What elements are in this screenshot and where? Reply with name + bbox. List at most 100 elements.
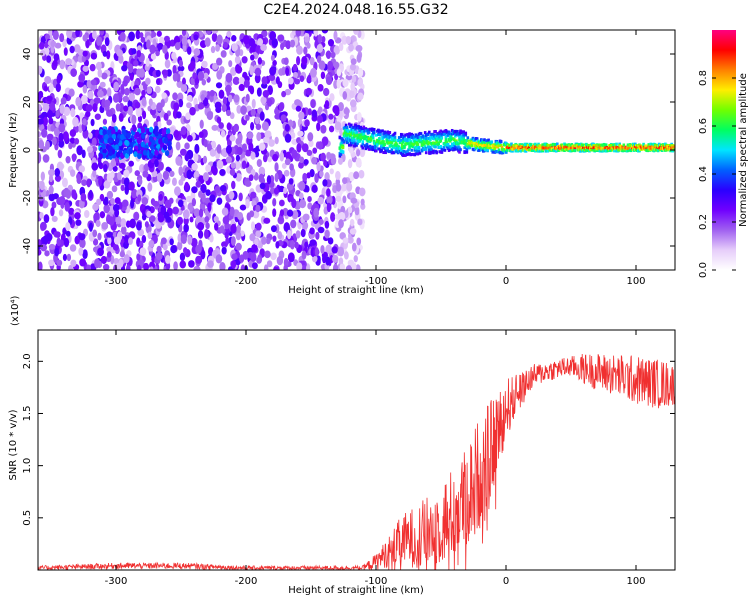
spectrogram-cell <box>216 144 222 154</box>
spectrogram-cell <box>48 259 55 267</box>
spectrogram-cell <box>338 211 346 221</box>
spectrogram-cell <box>274 136 279 145</box>
spectrogram-cell <box>357 136 360 140</box>
spectrogram-cell <box>241 56 248 64</box>
spectrogram-cell <box>264 130 272 138</box>
spectrogram-cell <box>321 30 329 34</box>
spectrogram-cell <box>485 139 488 143</box>
spectrogram-cell <box>437 132 440 136</box>
spectrogram-cell <box>383 142 386 146</box>
spectrogram-cell <box>148 126 154 133</box>
spectrogram-cell <box>147 231 153 240</box>
spectrogram-cell <box>449 135 453 139</box>
spectrogram-cell <box>419 140 423 144</box>
x-tick-label: 100 <box>626 276 645 287</box>
spectrogram-cell <box>409 144 412 148</box>
spectrogram-cell <box>177 199 184 208</box>
spectrogram-cell <box>513 146 516 150</box>
spectrogram-cell <box>250 169 256 177</box>
spectrogram-cell <box>296 45 303 55</box>
spectrogram-cell <box>115 151 121 158</box>
spectrogram-cell <box>185 195 193 203</box>
spectrogram-cell <box>351 141 354 145</box>
spectrogram-cell <box>390 140 394 144</box>
spectrogram-cell <box>505 150 508 154</box>
spectrogram-cell <box>671 149 674 153</box>
spectrogram-cell <box>162 44 168 54</box>
spectrogram-cell <box>257 38 264 46</box>
spectrogram-cell <box>216 57 223 66</box>
spectrogram-cell <box>349 138 352 142</box>
spectrogram-cell <box>97 232 102 241</box>
spectrogram-cell <box>581 146 585 150</box>
spectrogram-cell <box>68 207 75 215</box>
spectrogram-cell <box>69 137 76 144</box>
spectrogram-cell <box>155 69 161 77</box>
spectrogram-cell <box>656 149 660 153</box>
spectrogram-cell <box>93 97 101 104</box>
spectrogram-cell <box>210 165 216 174</box>
spectrogram-cell <box>443 148 447 152</box>
spectrogram-cell <box>481 147 484 151</box>
spectrogram-cell <box>128 92 136 102</box>
spectrogram-cell <box>479 144 482 148</box>
spectrogram-cell <box>401 142 404 146</box>
spectrogram-cell <box>475 145 479 149</box>
spectrogram-cell <box>195 255 203 264</box>
spectrogram-cell <box>416 134 420 138</box>
spectrogram-cell <box>235 173 242 182</box>
spectrogram-cell <box>360 134 364 138</box>
spectrogram-cell <box>231 253 238 261</box>
spectrogram-cell <box>429 145 432 149</box>
spectrogram-cell <box>369 135 373 139</box>
spectrogram-cell <box>209 148 217 157</box>
spectrogram-cell <box>350 197 358 204</box>
spectrogram-cell <box>277 34 285 42</box>
spectrogram-cell <box>465 149 469 153</box>
spectrogram-cell <box>342 237 349 244</box>
spectrogram-cell <box>166 119 172 126</box>
spectrogram-cell <box>408 146 411 150</box>
spectrogram-cell <box>114 144 119 151</box>
spectrogram-cell <box>111 185 118 193</box>
spectrogram-cell <box>97 247 104 257</box>
y-tick-label: 2.0 <box>22 353 33 369</box>
spectrogram-cell <box>292 30 297 37</box>
spectrogram-cell <box>121 199 129 208</box>
spectrogram-cell <box>446 142 450 146</box>
spectrogram-cell <box>351 75 357 83</box>
spectrogram-cell <box>254 67 262 77</box>
snr-line-series <box>38 353 675 570</box>
spectrogram-cell <box>379 129 382 133</box>
spectrogram-cell <box>202 172 209 182</box>
spectrogram-cell <box>142 170 149 178</box>
spectrogram-cell <box>277 231 283 240</box>
spectrogram-cell <box>527 146 531 150</box>
spectrogram-cell <box>307 196 312 203</box>
spectrogram-cell <box>328 125 335 133</box>
spectrogram-cell <box>344 210 349 219</box>
spectrogram-cell <box>224 231 229 239</box>
spectrogram-cell <box>325 256 331 266</box>
spectrogram-cell <box>94 113 101 120</box>
colorbar <box>712 30 736 270</box>
spectrogram-cell <box>350 132 353 136</box>
spectrogram-cell <box>38 103 42 111</box>
spectrogram-cell <box>186 46 192 55</box>
spectrogram-cell <box>395 143 399 147</box>
spectrogram-cell <box>375 133 378 137</box>
spectrogram-cell <box>378 137 381 141</box>
spectrogram-cell <box>432 141 435 145</box>
spectrogram-cell <box>377 132 380 136</box>
spectrogram-cell <box>220 50 227 58</box>
spectrogram-cell <box>308 139 314 148</box>
spectrogram-cell <box>349 90 355 99</box>
spectrogram-cell <box>352 125 355 129</box>
spectrogram-cell <box>122 79 128 87</box>
spectrogram-cell <box>82 84 88 94</box>
spectrogram-cell <box>68 142 73 150</box>
spectrogram-cell <box>167 133 172 140</box>
spectrogram-cell <box>91 137 97 146</box>
spectrogram-cell <box>349 218 355 227</box>
spectrogram-cell <box>360 136 364 140</box>
